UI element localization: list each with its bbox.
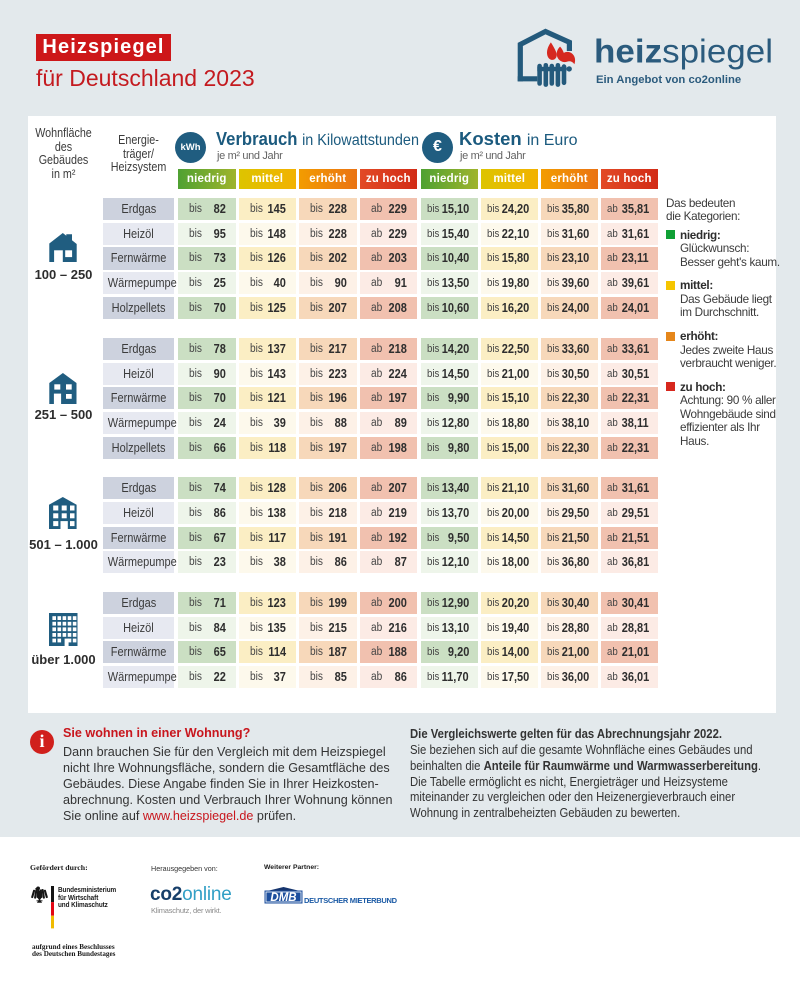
svg-text:DMB: DMB: [271, 892, 297, 904]
